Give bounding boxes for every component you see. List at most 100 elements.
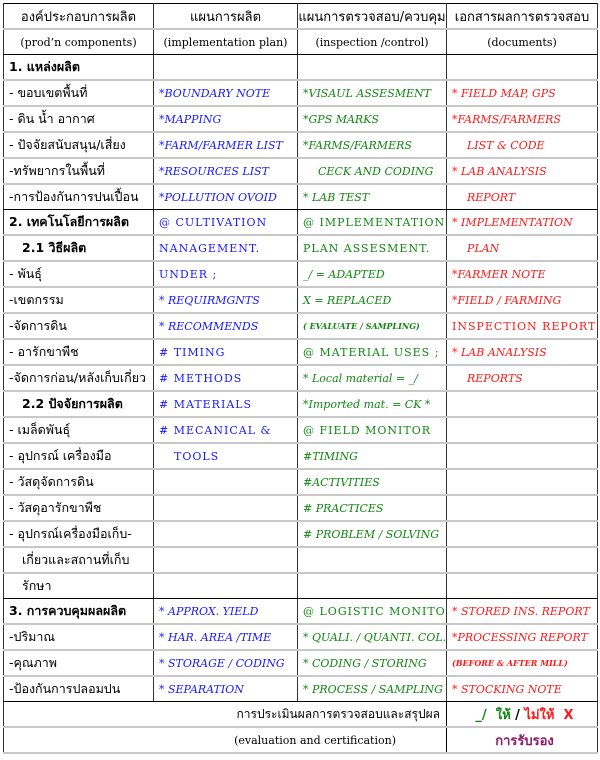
document-cell: *FARMS/FARMERS xyxy=(446,106,598,133)
table-row: - อุปกรณ์ เครื่องมือ TOOLS #TIMING xyxy=(3,443,598,470)
table-row: - ดิน น้ำ อากาศ *MAPPING *GPS MARKS *FARMS/… xyxy=(3,106,598,133)
inspection-cell: PLAN ASSESMENT. xyxy=(297,235,447,262)
component-cell: - อุปกรณ์เครื่องมือเก็บ- xyxy=(3,521,154,548)
component-cell: 2.2 ปัจจัยการผลิต xyxy=(3,391,154,418)
component-cell: 2.1 วิธีผลิต xyxy=(3,235,154,262)
plan-cell: # TIMING xyxy=(153,339,298,366)
inspection-cell: CECK AND CODING xyxy=(297,158,447,185)
plan-cell: UNDER ; xyxy=(153,261,298,288)
plan-cell: * REQUIRMGNTS xyxy=(153,287,298,314)
table-row: -การป้องกันการปนเปื้อน *POLLUTION OVOID * … xyxy=(3,184,598,210)
plan-cell xyxy=(153,495,298,522)
table-row: -คุณภาพ * STORAGE / CODING * CODING / STOR… xyxy=(3,650,598,677)
plan-cell: *POLLUTION OVOID xyxy=(153,184,298,210)
component-cell: 1. แหล่งผลิต xyxy=(3,54,154,81)
inspection-cell: * QUALI. / QUANTI. COL. xyxy=(297,624,447,651)
component-cell: - เมล็ดพันธุ์ xyxy=(3,417,154,444)
inspection-cell: # PRACTICES xyxy=(297,495,447,522)
table-row: -จัดการดิน * RECOMMENDS( EVALUATE / SAMPL… xyxy=(3,313,598,340)
component-cell: -จัดการก่อน/หลังเก็บเกี่ยว xyxy=(3,365,154,392)
component-cell: - ดิน น้ำ อากาศ xyxy=(3,106,154,133)
plan-cell: *BOUNDARY NOTE xyxy=(153,80,298,107)
table-row: - พันธุ์ UNDER ; _/ = ADAPTED *FARMER NOTE xyxy=(3,261,598,288)
document-cell: * STOCKING NOTE xyxy=(446,676,598,702)
plan-cell xyxy=(153,54,298,81)
plan-cell: *MAPPING xyxy=(153,106,298,133)
table-row: - เมล็ดพันธุ์ # MECANICAL & @ FIELD MONITO… xyxy=(3,417,598,444)
component-cell: 3. การควบคุมผลผลิต xyxy=(3,598,154,625)
table-row: - วัสดุจัดการดิน #ACTIVITIES xyxy=(3,469,598,496)
component-cell: -ปริมาณ xyxy=(3,624,154,651)
component-cell: - วัสดุอารักขาพืช xyxy=(3,495,154,522)
table-row: -ป้องกันการปลอมปน * SEPARATION * PROCESS /… xyxy=(3,676,598,702)
component-cell: - อุปกรณ์ เครื่องมือ xyxy=(3,443,154,470)
plan-cell: * RECOMMENDS xyxy=(153,313,298,340)
document-cell: PLAN xyxy=(446,235,598,262)
header-documents: เอกสารผลการตรวจสอบ xyxy=(446,3,598,30)
header-plan: แผนการผลิต xyxy=(153,3,298,30)
evaluation-label-en: (evaluation and certification) xyxy=(3,727,447,754)
table-row: -ปริมาณ * HAR. AREA /TIME * QUALI. / QUANT… xyxy=(3,624,598,651)
inspection-cell: * LAB TEST xyxy=(297,184,447,210)
inspection-cell: _/ = ADAPTED xyxy=(297,261,447,288)
inspection-cell: @ LOGISTIC MONITOR xyxy=(297,598,447,625)
document-cell: REPORTS xyxy=(446,365,598,392)
inspection-cell: * PROCESS / SAMPLING xyxy=(297,676,447,702)
document-cell xyxy=(446,417,598,444)
plan-cell: * STORAGE / CODING xyxy=(153,650,298,677)
document-cell: * LAB ANALYSIS xyxy=(446,339,598,366)
inspection-cell: *VISAUL ASSESMENT xyxy=(297,80,447,107)
component-cell: - ขอบเขตพื้นที่ xyxy=(3,80,154,107)
inspection-cell: #ACTIVITIES xyxy=(297,469,447,496)
component-cell: 2. เทคโนโลยีการผลิต xyxy=(3,209,154,236)
plan-cell: NANAGEMENT. xyxy=(153,235,298,262)
plan-cell: TOOLS xyxy=(153,443,298,470)
component-cell: - พันธุ์ xyxy=(3,261,154,288)
inspection-cell: * CODING / STORING xyxy=(297,650,447,677)
table-row: -ทรัพยากรในพื้นที่ *RESOURCES LIST CECK AN… xyxy=(3,158,598,185)
evaluation-row: การประเมินผลการตรวจสอบและสรุปผล _/ ให้ /… xyxy=(3,701,598,728)
table-row: เกี่ยวและสถานที่เก็บ xyxy=(3,547,598,574)
table-row: 3. การควบคุมผลผลิต * APPROX. YIELD @ LOGIS… xyxy=(3,598,598,625)
plan-cell: # MATERIALS xyxy=(153,391,298,418)
inspection-cell: # PROBLEM / SOLVING xyxy=(297,521,447,548)
evaluation-result: _/ ให้ / ไม่ให้ X xyxy=(446,701,598,728)
component-cell: - ปัจจัยสนับสนุน/เสี่ยง xyxy=(3,132,154,159)
table-row: - อารักขาพืช # TIMING @ MATERIAL USES ; * L… xyxy=(3,339,598,366)
pass-label: ให้ xyxy=(495,707,511,723)
table-row: 2. เทคโนโลยีการผลิต @ CULTIVATION @ IMPLEM… xyxy=(3,209,598,236)
inspection-cell: #TIMING xyxy=(297,443,447,470)
pass-mark: _/ xyxy=(475,707,487,723)
component-cell: -ทรัพยากรในพื้นที่ xyxy=(3,158,154,185)
inspection-cell: @ MATERIAL USES ; xyxy=(297,339,447,366)
fail-mark: X xyxy=(563,707,574,723)
inspection-cell: @ IMPLEMENTATION xyxy=(297,209,447,236)
plan-cell: * SEPARATION xyxy=(153,676,298,702)
document-cell: * IMPLEMENTATION xyxy=(446,209,598,236)
document-cell xyxy=(446,54,598,81)
document-cell: * STORED INS. REPORT xyxy=(446,598,598,625)
table-row: 2.2 ปัจจัยการผลิต # MATERIALS *Imported ma… xyxy=(3,391,598,418)
document-cell xyxy=(446,547,598,574)
document-cell: *PROCESSING REPORT xyxy=(446,624,598,651)
document-cell: *FARMER NOTE xyxy=(446,261,598,288)
document-cell: *FIELD / FARMING xyxy=(446,287,598,314)
header-components: องค์ประกอบการผลิต xyxy=(3,3,154,30)
certification-row: (evaluation and certification) การรับรอง xyxy=(3,727,598,754)
inspection-cell xyxy=(297,573,447,599)
header-inspection: แผนการตรวจสอบ/ควบคุม xyxy=(297,3,447,30)
component-cell: รักษา xyxy=(3,573,154,599)
plan-cell: *RESOURCES LIST xyxy=(153,158,298,185)
plan-cell: * HAR. AREA /TIME xyxy=(153,624,298,651)
plan-cell xyxy=(153,573,298,599)
document-cell xyxy=(446,521,598,548)
fail-label: ไม่ให้ xyxy=(524,707,555,723)
header-inspection-en: (inspection /control) xyxy=(297,29,447,55)
document-cell: * FIELD MAP, GPS xyxy=(446,80,598,107)
header-row-english: (prod’n components) (implementation plan… xyxy=(3,29,598,55)
component-cell: - อารักขาพืช xyxy=(3,339,154,366)
document-cell xyxy=(446,573,598,599)
table-row: - ขอบเขตพื้นที่ *BOUNDARY NOTE *VISAUL ASS… xyxy=(3,80,598,107)
plan-cell: @ CULTIVATION xyxy=(153,209,298,236)
evaluation-label: การประเมินผลการตรวจสอบและสรุปผล xyxy=(3,701,447,728)
